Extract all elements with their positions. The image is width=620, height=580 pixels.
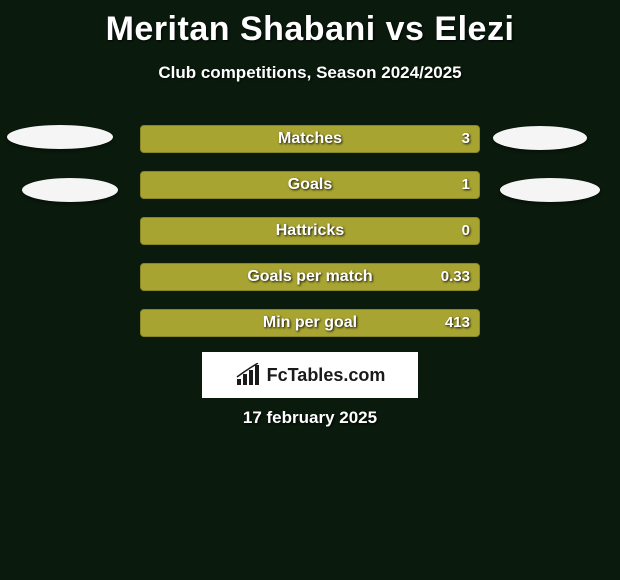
logo-box: FcTables.com bbox=[202, 352, 418, 398]
player-ellipse bbox=[22, 178, 118, 202]
stat-label: Matches bbox=[140, 125, 480, 153]
stat-row: Goals per match 0.33 bbox=[0, 263, 620, 291]
stat-label: Goals per match bbox=[140, 263, 480, 291]
page-title: Meritan Shabani vs Elezi bbox=[0, 0, 620, 49]
stat-value: 0 bbox=[462, 217, 470, 245]
stat-row: Min per goal 413 bbox=[0, 309, 620, 337]
stat-label: Goals bbox=[140, 171, 480, 199]
stat-value: 413 bbox=[445, 309, 470, 337]
chart-icon bbox=[235, 363, 261, 387]
stat-label: Hattricks bbox=[140, 217, 480, 245]
player-ellipse bbox=[7, 125, 113, 149]
stat-rows: Matches 3 Goals 1 Hattricks 0 Goals per … bbox=[0, 125, 620, 337]
player-ellipse bbox=[500, 178, 600, 202]
stat-value: 3 bbox=[462, 125, 470, 153]
page-subtitle: Club competitions, Season 2024/2025 bbox=[0, 63, 620, 83]
logo-text: FcTables.com bbox=[267, 365, 386, 386]
date-label: 17 february 2025 bbox=[0, 408, 620, 428]
player-ellipse bbox=[493, 126, 587, 150]
stat-row: Hattricks 0 bbox=[0, 217, 620, 245]
stat-value: 1 bbox=[462, 171, 470, 199]
stat-value: 0.33 bbox=[441, 263, 470, 291]
stat-label: Min per goal bbox=[140, 309, 480, 337]
